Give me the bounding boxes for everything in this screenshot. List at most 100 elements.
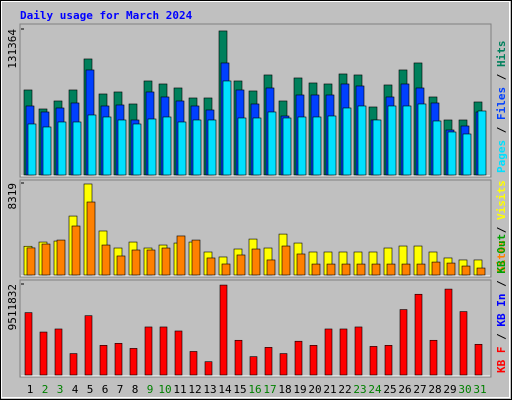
bar [236,254,246,276]
x-tick-label: 19 [293,383,306,396]
bar [222,80,232,176]
bar [312,116,322,176]
bar [384,345,393,376]
bar [354,326,363,376]
x-tick-label: 1 [27,383,34,396]
bar [26,247,36,276]
bar [342,107,352,176]
bar [114,343,123,376]
bar [309,345,318,376]
bar [477,110,487,176]
x-tick-label: 23 [353,383,366,396]
bar [474,343,483,376]
bar [357,105,367,176]
bar [297,116,307,176]
legend-separator: / [495,67,508,87]
bar [296,253,306,276]
x-tick-label: 10 [158,383,171,396]
x-tick-label: 31 [473,383,486,396]
bar [206,257,216,276]
bar [72,121,82,176]
bar [147,118,157,176]
bar [341,263,351,276]
x-tick-label: 3 [57,383,64,396]
bar [189,351,198,376]
bar [402,105,412,176]
bar [252,117,262,176]
x-tick-label: 16 [248,383,261,396]
x-tick-label: 9 [147,383,154,396]
bar [129,348,138,376]
bar [192,119,202,176]
bar [294,340,303,376]
bar [84,315,93,376]
bar [429,339,438,376]
bar [447,131,457,176]
x-tick-label: 21 [323,383,336,396]
x-tick-label: 15 [233,383,246,396]
x-tick-label: 11 [173,383,186,396]
bar [249,356,258,376]
bar [264,347,273,376]
legend-entry: Sites [495,240,508,273]
bar [476,267,486,276]
bar [356,263,366,276]
bar [117,119,127,176]
bar [281,245,291,276]
bar [266,259,276,276]
bar [279,353,288,376]
bar [267,111,277,176]
bar [191,239,201,276]
bar [432,120,442,176]
bar [144,326,153,376]
bar [132,123,142,176]
bar [416,263,426,276]
bar [369,346,378,376]
y-tick-label: 9511832 [6,284,19,330]
x-tick-label: 29 [443,383,456,396]
bar [462,133,472,176]
bar [41,243,51,276]
legend-entry: KB In [495,294,508,327]
legend: Sites / Visits [495,180,508,273]
x-tick-label: 4 [72,383,79,396]
bar [39,331,48,376]
bar [27,123,37,176]
x-tick-label: 28 [428,383,441,396]
x-tick-label: 18 [278,383,291,396]
bar [219,284,228,376]
bar [131,249,141,276]
bar [86,201,96,276]
x-tick-label: 12 [188,383,201,396]
x-tick-label: 24 [368,383,382,396]
legend-entry: Visits [495,180,508,220]
bar [414,293,423,376]
x-tick-label: 26 [398,383,411,396]
x-tick-label: 30 [458,383,471,396]
bar [146,249,156,276]
bar [237,117,247,176]
x-tick-label: 5 [87,383,94,396]
legend-separator: / [495,220,508,240]
bar [401,263,411,276]
bar [176,235,186,276]
x-tick-label: 13 [203,383,216,396]
x-tick-label: 2 [42,383,49,396]
bar [87,114,97,176]
bar [444,288,453,376]
bar [204,361,213,376]
bar [159,326,168,376]
bar [386,263,396,276]
bar [174,330,183,376]
bar [116,255,126,276]
bar [221,263,231,276]
bar [431,261,441,276]
x-tick-label: 27 [413,383,426,396]
bar [234,339,243,376]
legend-separator: / [495,120,508,140]
bar [207,119,217,176]
x-tick-label: 7 [117,383,124,396]
bar [371,263,381,276]
y-tick-label: 131364 [6,29,19,69]
